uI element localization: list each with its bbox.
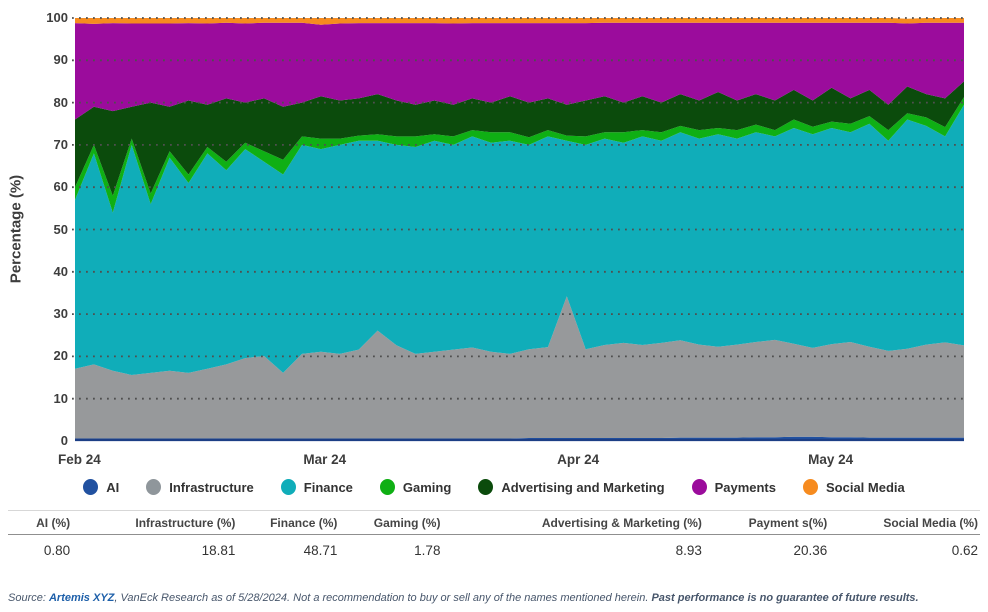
legend-item-social-media: Social Media — [802, 479, 905, 495]
table-value-finance: 48.71 — [303, 543, 338, 558]
y-tick-label-10: 10 — [53, 390, 68, 406]
current-values-table: AI (%) Infrastructure (%) Finance (%) Gamin… — [8, 510, 980, 562]
legend-label-infrastructure: Infrastructure — [169, 479, 254, 495]
legend-dot-finance — [280, 479, 296, 495]
x-tick-label-apr-24: Apr 24 — [557, 452, 600, 467]
source-prefix: Source: — [8, 592, 49, 604]
table-value-infrastructure: 18.81 — [201, 543, 236, 558]
chart: Percentage (%) 0 10 20 30 40 50 60 70 80 90 100 Feb… — [8, 10, 965, 467]
x-tick-label-may-24: May 24 — [808, 452, 854, 467]
table-value-payments: 20.36 — [793, 543, 828, 558]
legend-item-ai: AI — [83, 479, 119, 495]
legend-dot-advertising-and-marketing — [478, 479, 494, 495]
y-tick-label-40: 40 — [53, 263, 68, 279]
area-advertising-and-marketing — [75, 81, 964, 196]
table-header-advertising-and-marketing: Advertising & Marketing (%) — [541, 516, 702, 530]
area-infrastructure — [75, 296, 964, 439]
x-tick-label-feb-24: Feb 24 — [58, 452, 101, 467]
legend-item-infrastructure: Infrastructure — [146, 479, 254, 495]
legend-label-finance: Finance — [303, 479, 353, 495]
area-finance — [75, 104, 964, 375]
legend-item-finance: Finance — [280, 479, 353, 495]
legend-dot-infrastructure — [146, 479, 162, 495]
legend-label-advertising-and-marketing: Advertising and Marketing — [501, 479, 665, 495]
legend-dot-gaming — [379, 479, 395, 495]
plot-area — [72, 17, 965, 442]
table-value-social-media: 0.62 — [951, 543, 978, 558]
legend-label-gaming: Gaming — [402, 479, 452, 495]
table-value-ai: 0.80 — [43, 543, 71, 558]
table-header-finance: Finance (%) — [270, 516, 338, 530]
y-tick-label-80: 80 — [53, 94, 68, 110]
y-tick-label-0: 0 — [60, 433, 68, 448]
legend-label-social-media: Social Media — [825, 479, 905, 495]
table-header-infrastructure: Infrastructure (%) — [135, 516, 236, 530]
table-value-gaming: 1.78 — [414, 543, 441, 558]
legend-dot-social-media — [802, 479, 818, 495]
table-header-payments: Payment s(%) — [748, 516, 828, 530]
plot-svg — [72, 17, 965, 442]
source-note: Source: Artemis XYZ, VanEck Research as … — [8, 592, 980, 604]
legend-item-gaming: Gaming — [379, 479, 452, 495]
table-header-social-media: Social Media (%) — [883, 516, 978, 530]
legend-item-payments: Payments — [691, 479, 776, 495]
table-value-advertising-and-marketing: 8.93 — [675, 543, 702, 558]
table-header-gaming: Gaming (%) — [373, 516, 441, 530]
source-disclaimer: Past performance is no guarantee of futu… — [651, 592, 919, 604]
table-value-row: 0.80 18.81 48.71 1.78 8.93 20.36 0.62 — [8, 535, 980, 563]
y-tick-label-30: 30 — [53, 306, 68, 322]
source-middle: , VanEck Research as of 5/28/2024. Not a… — [114, 592, 652, 604]
legend-label-payments: Payments — [714, 479, 776, 495]
table-header-ai: AI (%) — [36, 516, 71, 530]
legend-label-ai: AI — [106, 479, 120, 495]
table-header-row: AI (%) Infrastructure (%) Finance (%) Gamin… — [8, 510, 980, 535]
y-tick-label-60: 60 — [53, 179, 68, 195]
area-payments — [75, 22, 964, 120]
legend-dot-payments — [691, 479, 707, 495]
x-tick-label-mar-24: Mar 24 — [303, 452, 347, 467]
legend-item-advertising-and-marketing: Advertising and Marketing — [478, 479, 665, 495]
legend: AI Infrastructure Finance Gaming Advertising… — [0, 476, 988, 498]
area-social-media — [75, 18, 964, 25]
legend-dot-ai — [83, 479, 99, 495]
source-link-artemis-xyz[interactable]: Artemis XYZ — [48, 592, 115, 604]
y-tick-label-90: 90 — [53, 52, 68, 68]
y-tick-label-70: 70 — [53, 136, 68, 152]
y-tick-label-20: 20 — [53, 348, 68, 364]
y-tick-label-50: 50 — [53, 221, 68, 237]
y-tick-label-100: 100 — [46, 10, 68, 25]
